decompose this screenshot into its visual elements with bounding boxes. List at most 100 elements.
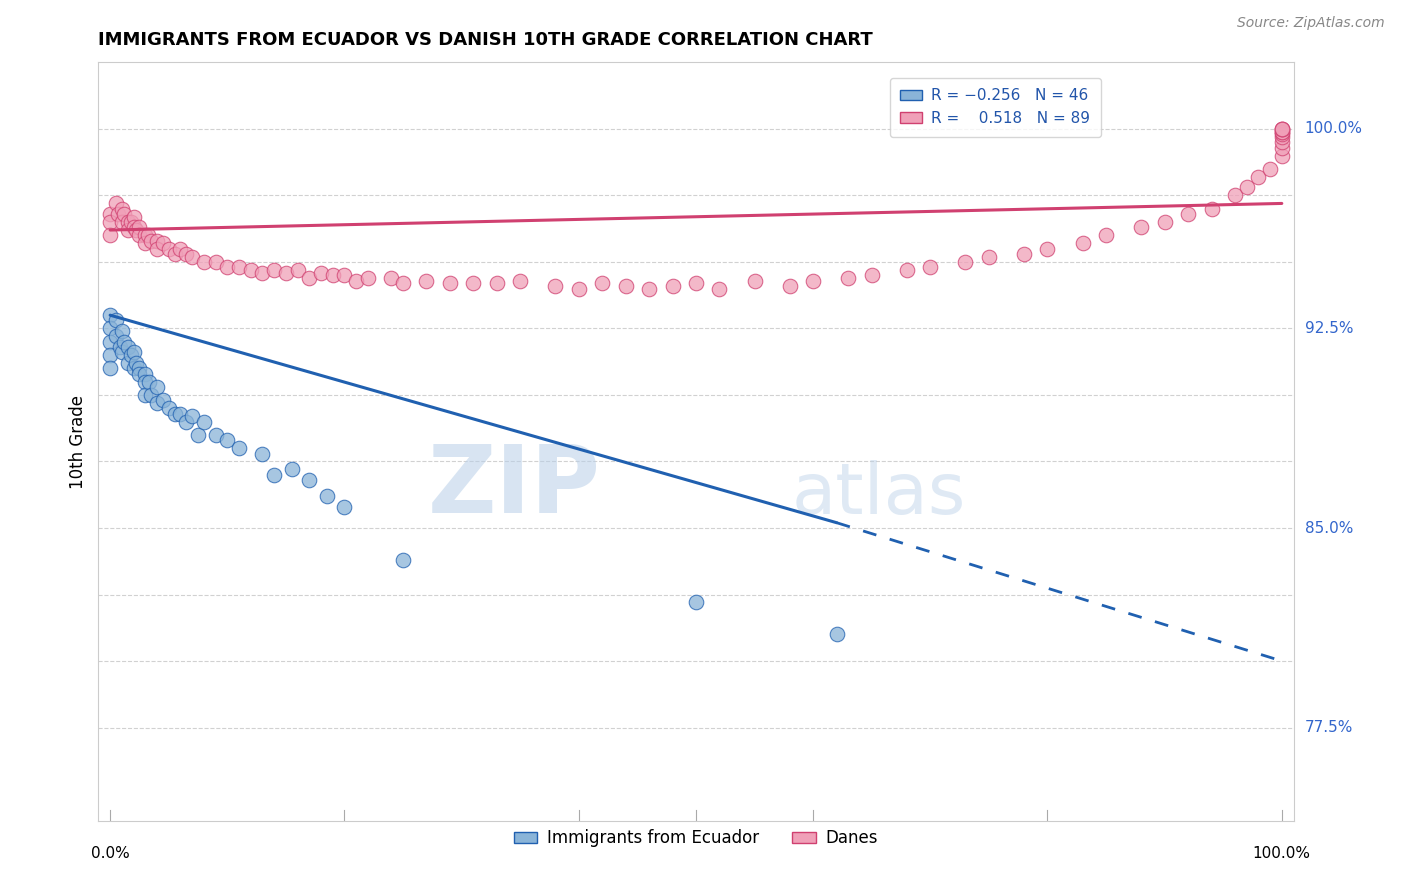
Point — [1271, 125, 1294, 139]
Point — [204, 428, 226, 442]
Point — [860, 268, 883, 283]
Point — [98, 334, 121, 349]
Point — [955, 255, 977, 269]
Point — [181, 409, 204, 424]
Point — [134, 228, 156, 243]
Text: 100.0%: 100.0% — [1253, 846, 1310, 861]
Y-axis label: 10th Grade: 10th Grade — [69, 394, 87, 489]
Point — [117, 223, 139, 237]
Point — [463, 277, 485, 291]
Point — [1271, 135, 1294, 149]
Point — [568, 282, 591, 296]
Point — [779, 279, 801, 293]
Point — [1223, 188, 1246, 202]
Point — [117, 340, 139, 354]
Point — [1271, 128, 1294, 142]
Point — [98, 215, 121, 229]
Point — [128, 220, 150, 235]
Point — [108, 340, 131, 354]
Point — [217, 260, 239, 275]
Point — [298, 473, 321, 487]
Point — [1271, 122, 1294, 136]
Point — [146, 242, 169, 256]
Point — [1271, 130, 1294, 145]
Point — [228, 441, 250, 455]
Point — [105, 329, 128, 343]
Point — [309, 266, 332, 280]
Point — [263, 263, 285, 277]
Point — [287, 263, 309, 277]
Point — [1271, 125, 1294, 139]
Point — [274, 266, 297, 280]
Point — [544, 279, 567, 293]
Point — [685, 595, 707, 609]
Point — [638, 282, 661, 296]
Point — [187, 428, 209, 442]
Point — [977, 250, 1000, 264]
Point — [111, 215, 134, 229]
Point — [825, 627, 848, 641]
Text: 100.0%: 100.0% — [1305, 121, 1362, 136]
Point — [1153, 215, 1175, 229]
Point — [128, 228, 150, 243]
Text: 85.0%: 85.0% — [1305, 521, 1353, 535]
Point — [111, 324, 134, 338]
Point — [896, 263, 918, 277]
Point — [146, 234, 169, 248]
Point — [591, 277, 613, 291]
Point — [485, 277, 508, 291]
Point — [509, 274, 531, 288]
Point — [1130, 220, 1153, 235]
Point — [217, 434, 239, 448]
Point — [1236, 180, 1258, 194]
Point — [98, 207, 121, 221]
Point — [112, 334, 135, 349]
Point — [98, 308, 121, 322]
Point — [146, 380, 169, 394]
Point — [1271, 148, 1294, 162]
Point — [157, 401, 180, 416]
Point — [1271, 140, 1294, 154]
Point — [281, 462, 304, 476]
Point — [193, 415, 215, 429]
Text: 77.5%: 77.5% — [1305, 720, 1353, 735]
Point — [120, 215, 142, 229]
Point — [105, 313, 128, 327]
Point — [163, 407, 186, 421]
Legend: Immigrants from Ecuador, Danes: Immigrants from Ecuador, Danes — [508, 822, 884, 854]
Point — [685, 277, 707, 291]
Point — [920, 260, 942, 275]
Text: Source: ZipAtlas.com: Source: ZipAtlas.com — [1237, 16, 1385, 30]
Point — [1071, 236, 1094, 251]
Point — [122, 220, 145, 235]
Point — [316, 489, 339, 503]
Point — [174, 415, 197, 429]
Point — [128, 367, 150, 381]
Point — [163, 247, 186, 261]
Point — [98, 348, 121, 362]
Point — [141, 234, 163, 248]
Point — [392, 277, 415, 291]
Point — [157, 242, 180, 256]
Point — [107, 207, 129, 221]
Point — [801, 274, 824, 288]
Point — [333, 268, 356, 283]
Point — [1012, 247, 1035, 261]
Text: 0.0%: 0.0% — [91, 846, 129, 861]
Point — [117, 356, 139, 370]
Point — [111, 202, 134, 216]
Point — [228, 260, 250, 275]
Point — [128, 361, 150, 376]
Point — [1201, 202, 1223, 216]
Point — [439, 277, 461, 291]
Point — [169, 242, 191, 256]
Point — [837, 271, 859, 285]
Point — [1036, 242, 1059, 256]
Point — [298, 271, 321, 285]
Point — [117, 215, 139, 229]
Point — [344, 274, 367, 288]
Point — [134, 367, 156, 381]
Point — [1095, 228, 1118, 243]
Point — [174, 247, 197, 261]
Point — [125, 223, 148, 237]
